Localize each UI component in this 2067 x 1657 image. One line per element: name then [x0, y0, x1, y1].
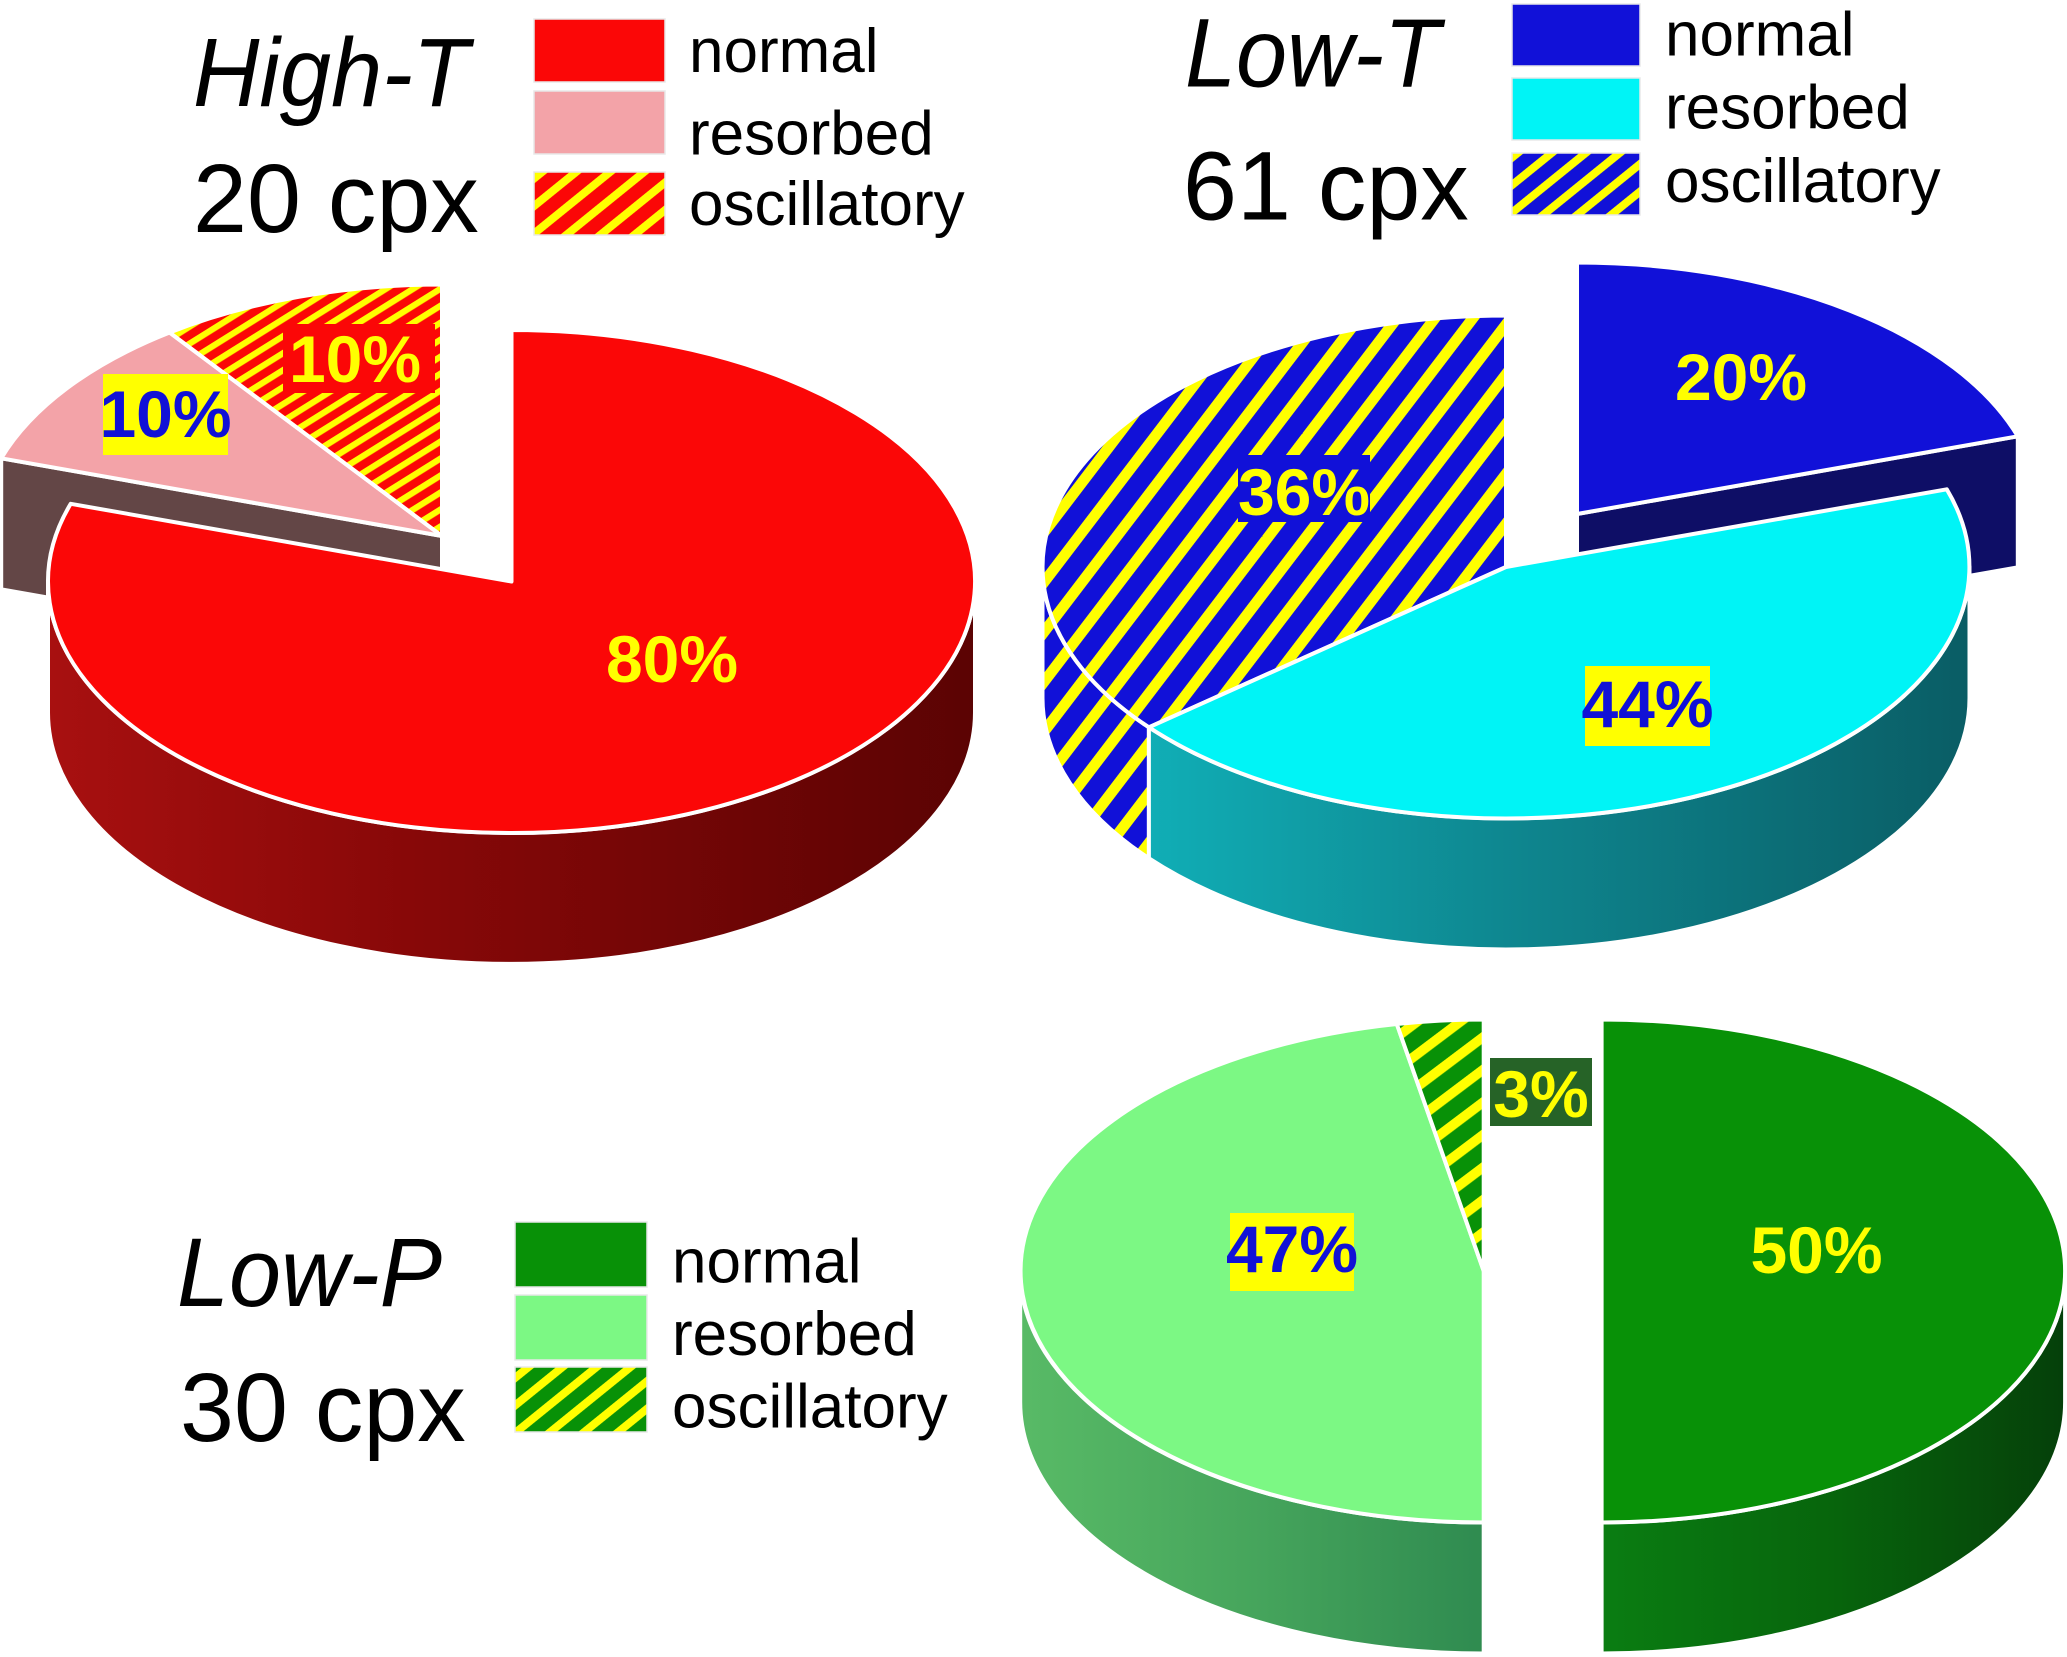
svg-text:3%: 3%: [1493, 1057, 1588, 1131]
svg-text:10%: 10%: [99, 377, 231, 451]
svg-text:30 cpx: 30 cpx: [180, 1353, 466, 1462]
svg-text:resorbed: resorbed: [1665, 74, 1910, 143]
svg-text:36%: 36%: [1238, 455, 1370, 529]
svg-text:oscillatory: oscillatory: [672, 1373, 948, 1442]
svg-text:oscillatory: oscillatory: [1665, 147, 1941, 216]
svg-text:61 cpx: 61 cpx: [1183, 132, 1469, 241]
svg-text:44%: 44%: [1581, 667, 1713, 741]
svg-text:47%: 47%: [1226, 1212, 1358, 1286]
svg-text:normal: normal: [1665, 1, 1855, 70]
svg-text:resorbed: resorbed: [672, 1300, 917, 1369]
svg-text:High-T: High-T: [193, 18, 474, 127]
svg-text:Low-T: Low-T: [1185, 0, 1445, 108]
svg-text:20%: 20%: [1675, 340, 1807, 414]
svg-text:resorbed: resorbed: [689, 100, 934, 169]
svg-text:80%: 80%: [606, 622, 738, 696]
svg-text:50%: 50%: [1750, 1213, 1882, 1287]
svg-text:Low-P: Low-P: [177, 1218, 442, 1327]
svg-text:normal: normal: [672, 1228, 862, 1297]
svg-text:normal: normal: [689, 17, 879, 86]
svg-text:20 cpx: 20 cpx: [193, 144, 479, 253]
svg-text:10%: 10%: [289, 322, 421, 396]
svg-text:oscillatory: oscillatory: [689, 170, 965, 239]
